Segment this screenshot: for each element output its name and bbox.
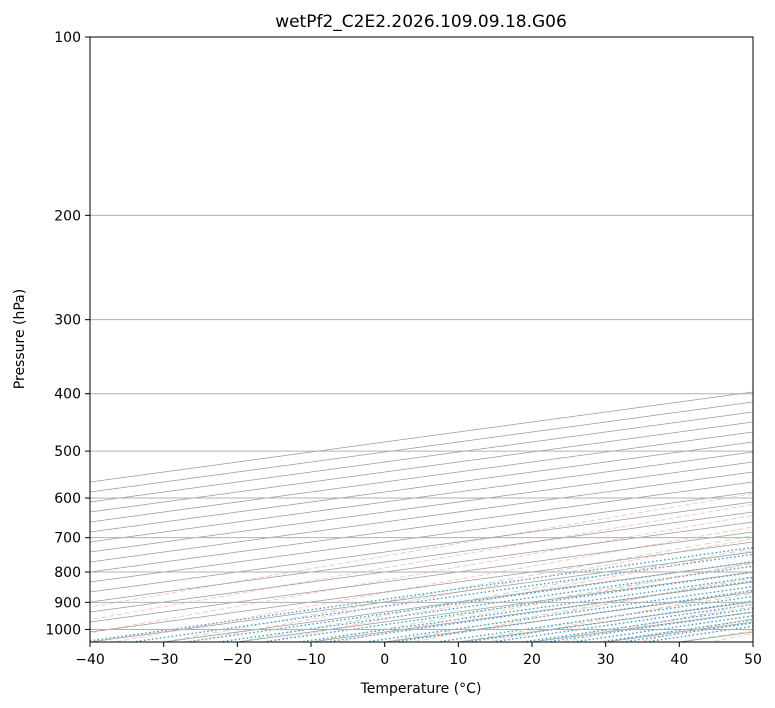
x-axis-label: Temperature (°C) xyxy=(360,681,482,697)
y-tick-label: 700 xyxy=(54,531,81,547)
dry-adiabat xyxy=(263,550,753,642)
moist-adiabat xyxy=(237,548,753,642)
dry-adiabats xyxy=(90,493,753,642)
isotherm-line xyxy=(90,491,753,583)
y-tick-label: 300 xyxy=(54,313,81,329)
x-tick-label: 20 xyxy=(523,652,541,668)
y-tick-label: 100 xyxy=(54,30,81,46)
y-tick-label: 1000 xyxy=(45,622,81,638)
x-tick-label: 50 xyxy=(744,652,762,668)
isotherm-line xyxy=(90,511,753,603)
y-tick-label: 200 xyxy=(54,208,81,224)
mixing-ratio-line xyxy=(436,595,753,642)
x-tick-label: −10 xyxy=(296,652,326,668)
dry-adiabat xyxy=(338,562,753,642)
x-tick-label: −40 xyxy=(75,652,105,668)
dry-adiabat xyxy=(188,538,753,642)
mixing-ratio-line xyxy=(365,585,753,642)
dry-adiabat xyxy=(487,589,753,642)
x-tick-label: 30 xyxy=(597,652,615,668)
y-tick-label: 600 xyxy=(54,491,81,507)
y-tick-label: 900 xyxy=(54,595,81,611)
y-tick-label: 500 xyxy=(54,444,81,460)
x-tick-label: −30 xyxy=(149,652,179,668)
y-tick-label: 800 xyxy=(54,565,81,581)
mixing-ratio-line xyxy=(325,580,753,642)
isotherm-line xyxy=(90,461,753,553)
moist-adiabat xyxy=(163,535,753,642)
x-tick-label: −20 xyxy=(223,652,253,668)
x-tick-label: 40 xyxy=(670,652,688,668)
pressure-gridlines xyxy=(90,37,753,630)
isotherm-line xyxy=(90,481,753,573)
dry-adiabat xyxy=(412,575,753,642)
moist-adiabats xyxy=(163,535,753,642)
isotherm-line xyxy=(90,531,753,623)
isotherm-line xyxy=(90,501,753,593)
plot-frame xyxy=(89,36,754,643)
isotherm-line xyxy=(90,471,753,563)
isotherm-lines xyxy=(90,391,753,642)
y-axis-label: Pressure (hPa) xyxy=(12,289,28,389)
isotherm-line xyxy=(90,451,753,543)
x-tick-label: 10 xyxy=(449,652,467,668)
isotherm-line xyxy=(90,521,753,613)
mixing-ratio-line xyxy=(90,546,753,642)
y-axis-ticks: 100 200 300 400 500 600 700 800 900 1000 xyxy=(45,30,90,638)
chart-title: wetPf2_C2E2.2026.109.09.18.G06 xyxy=(275,12,567,32)
x-tick-label: 0 xyxy=(380,652,389,668)
y-tick-label: 400 xyxy=(54,387,81,403)
x-axis-ticks: −40 −30 −20 −10 0 10 20 30 40 50 xyxy=(75,642,762,668)
